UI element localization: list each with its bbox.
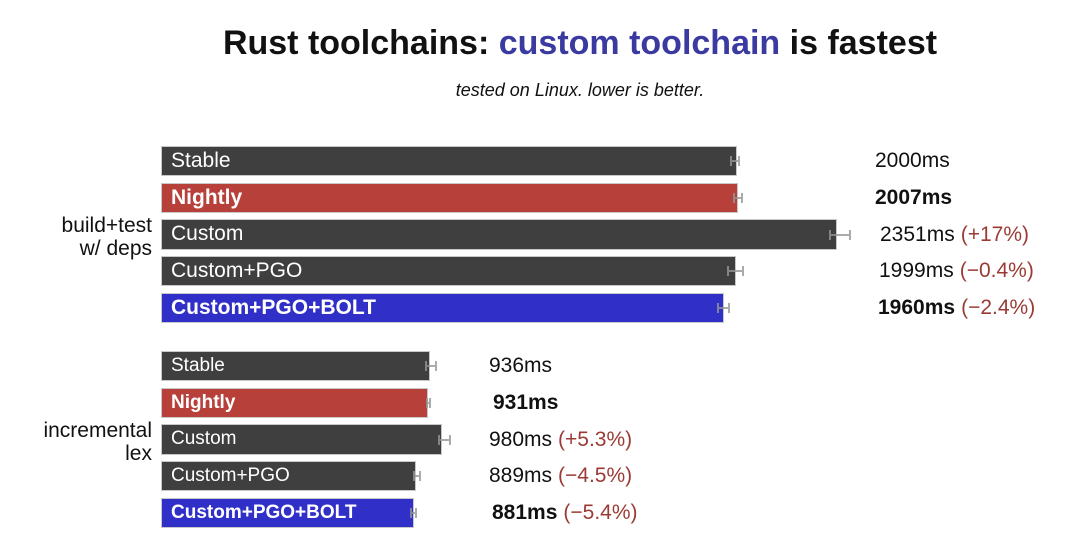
error-bar — [733, 193, 743, 203]
bar-build-custom-pgo: Custom+PGO — [161, 256, 736, 286]
bar-build-stable: Stable — [161, 146, 737, 176]
error-bar — [426, 398, 431, 408]
group-label-line1: build+test — [61, 214, 152, 237]
error-bar — [730, 156, 740, 166]
value-label: 2007ms — [875, 183, 952, 213]
value-label: 2351ms (+17%) — [880, 220, 1029, 250]
chart-subtitle: tested on Linux. lower is better. — [455, 80, 705, 100]
pct-change: (−0.4%) — [959, 259, 1034, 282]
error-bar — [425, 361, 437, 371]
error-bar — [413, 471, 421, 481]
group-label-incremental-lex: incremental lex — [43, 419, 152, 465]
error-bar — [717, 303, 730, 313]
value-ms: 1999ms — [879, 259, 954, 282]
bar-build-nightly: Nightly — [161, 183, 738, 213]
bar-build-custom: Custom — [161, 219, 837, 250]
value-label: 1999ms (−0.4%) — [879, 256, 1034, 286]
pct-change: (+17%) — [960, 223, 1029, 246]
group-label-build-test: build+test w/ deps — [62, 214, 152, 260]
value-ms: 2000ms — [875, 149, 950, 172]
error-bar — [727, 266, 744, 276]
title-suffix: is fastest — [780, 24, 938, 62]
pct-change: (−5.4%) — [563, 501, 638, 524]
value-ms: 889ms — [489, 464, 553, 487]
value-label: 980ms (+5.3%) — [489, 425, 632, 455]
value-ms: 936ms — [489, 354, 553, 377]
error-bar — [438, 435, 451, 445]
bar-lex-custom-pgo-bolt: Custom+PGO+BOLT — [161, 498, 414, 528]
bar-lex-nightly: Nightly — [161, 388, 428, 418]
error-bar — [410, 508, 417, 518]
value-ms: 2351ms — [880, 223, 955, 246]
chart-title: Rust toolchains: custom toolchain is fas… — [0, 24, 1080, 63]
pct-change: (−2.4%) — [961, 296, 1036, 319]
bar-lex-stable: Stable — [161, 351, 430, 381]
bar-build-custom-pgo-bolt: Custom+PGO+BOLT — [161, 293, 724, 323]
value-label: 1960ms (−2.4%) — [878, 293, 1035, 323]
group-label-line2: w/ deps — [79, 237, 152, 260]
bar-lex-custom: Custom — [161, 424, 442, 455]
bar-lex-custom-pgo: Custom+PGO — [161, 461, 416, 491]
value-ms: 931ms — [493, 391, 559, 414]
value-label: 936ms — [489, 351, 552, 381]
value-ms: 881ms — [492, 501, 558, 524]
value-ms: 1960ms — [878, 296, 956, 319]
error-bar — [829, 230, 851, 240]
value-ms: 980ms — [489, 428, 553, 451]
value-label: 881ms (−5.4%) — [492, 498, 638, 528]
value-label: 2000ms — [875, 146, 950, 176]
title-highlight: custom toolchain — [498, 24, 781, 62]
group-label-line1: incremental — [43, 419, 152, 442]
value-label: 889ms (−4.5%) — [489, 461, 632, 491]
value-ms: 2007ms — [875, 186, 953, 209]
title-prefix: Rust toolchains: — [222, 24, 499, 62]
value-label: 931ms — [493, 388, 558, 418]
pct-change: (+5.3%) — [558, 428, 633, 451]
pct-change: (−4.5%) — [558, 464, 633, 487]
group-label-line2: lex — [125, 442, 152, 465]
